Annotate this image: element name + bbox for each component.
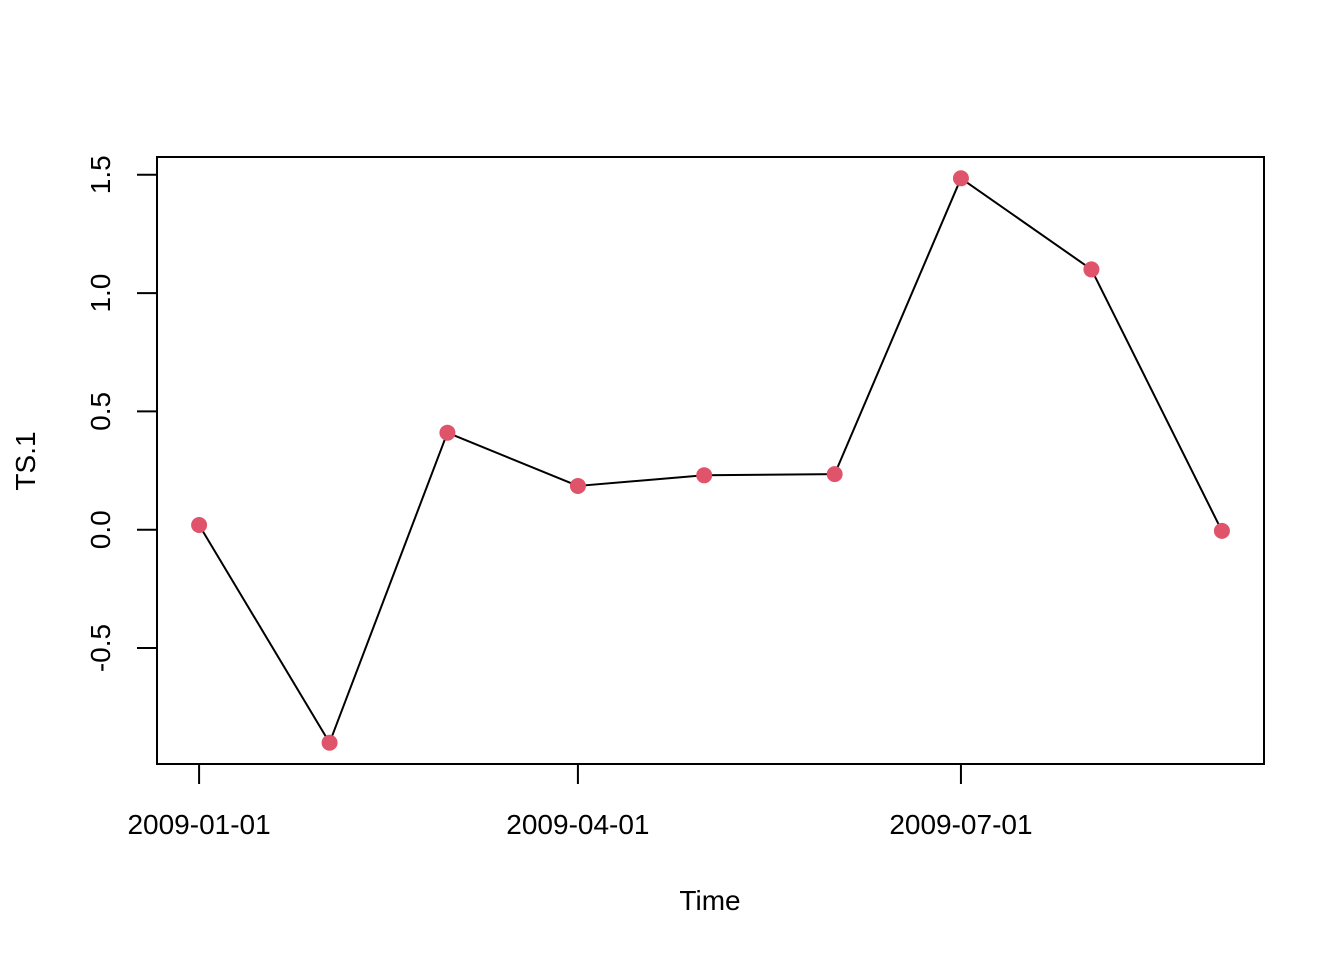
data-point xyxy=(826,466,843,483)
series-line-segment xyxy=(328,432,449,744)
y-tick-label: -0.5 xyxy=(85,624,116,672)
data-point xyxy=(696,467,713,484)
x-tick-label: 2009-01-01 xyxy=(127,809,270,840)
y-tick-label: 0.5 xyxy=(85,392,116,431)
series-line-segment xyxy=(1090,268,1223,532)
data-point xyxy=(1213,522,1230,539)
x-tick-label: 2009-04-01 xyxy=(506,809,649,840)
series-line-segment xyxy=(447,431,579,487)
series-line-segment xyxy=(198,524,331,744)
data-point xyxy=(1083,261,1100,278)
series-line-segment xyxy=(577,474,705,487)
y-tick-label: 0.0 xyxy=(85,510,116,549)
x-tick-label: 2009-07-01 xyxy=(889,809,1032,840)
x-axis: 2009-01-01 2009-04-01 2009-07-01 xyxy=(127,763,1033,840)
series-lines xyxy=(198,177,1223,744)
y-axis-label: TS.1 xyxy=(10,431,41,490)
plot-area-frame xyxy=(156,156,1265,765)
series-line-segment xyxy=(833,177,962,475)
data-point xyxy=(321,734,338,751)
data-point xyxy=(569,477,586,494)
y-tick-label: 1.0 xyxy=(85,274,116,313)
y-tick-label: 1.5 xyxy=(85,155,116,194)
y-axis: -0.5 0.0 0.5 1.0 1.5 xyxy=(85,155,158,672)
series-points xyxy=(191,170,1230,751)
series-line-segment xyxy=(960,177,1092,271)
data-point xyxy=(439,424,456,441)
x-axis-label: Time xyxy=(679,885,740,916)
series-line-segment xyxy=(704,473,835,477)
data-point xyxy=(952,170,969,187)
data-point xyxy=(191,516,208,533)
